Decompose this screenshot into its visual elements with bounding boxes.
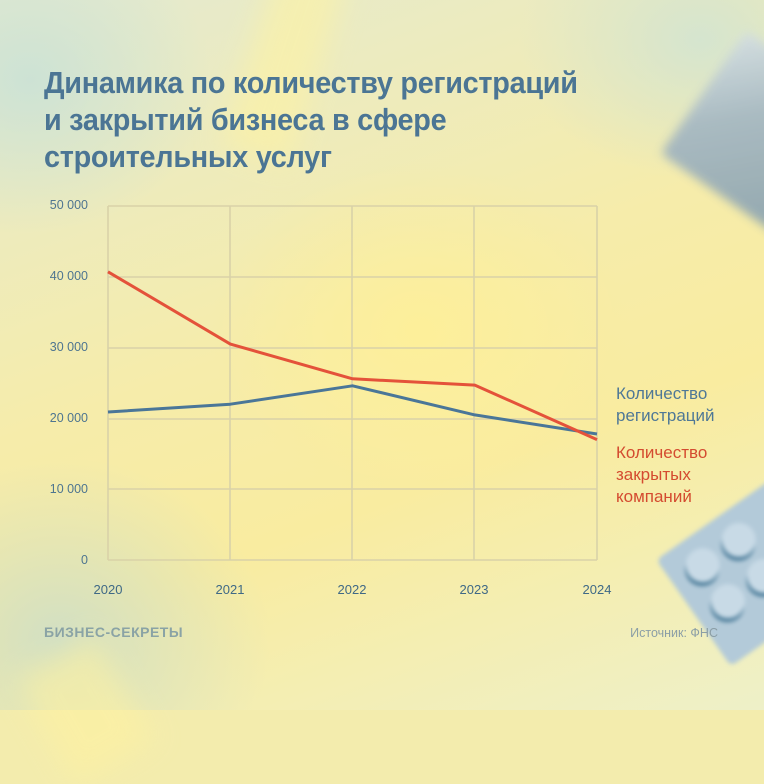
- legend-closures: Количество закрытых компаний: [616, 442, 726, 508]
- grid: [108, 206, 597, 560]
- x-tick-label: 2021: [200, 582, 260, 597]
- x-tick-label: 2022: [322, 582, 382, 597]
- line-chart: [0, 0, 764, 710]
- x-tick-label: 2020: [78, 582, 138, 597]
- brand-logo: БИЗНЕС-СЕКРЕТЫ: [44, 624, 183, 640]
- legend-registrations: Количество регистраций: [616, 383, 736, 427]
- x-tick-label: 2023: [444, 582, 504, 597]
- x-tick-label: 2024: [567, 582, 627, 597]
- source-note: Источник: ФНС: [630, 626, 718, 640]
